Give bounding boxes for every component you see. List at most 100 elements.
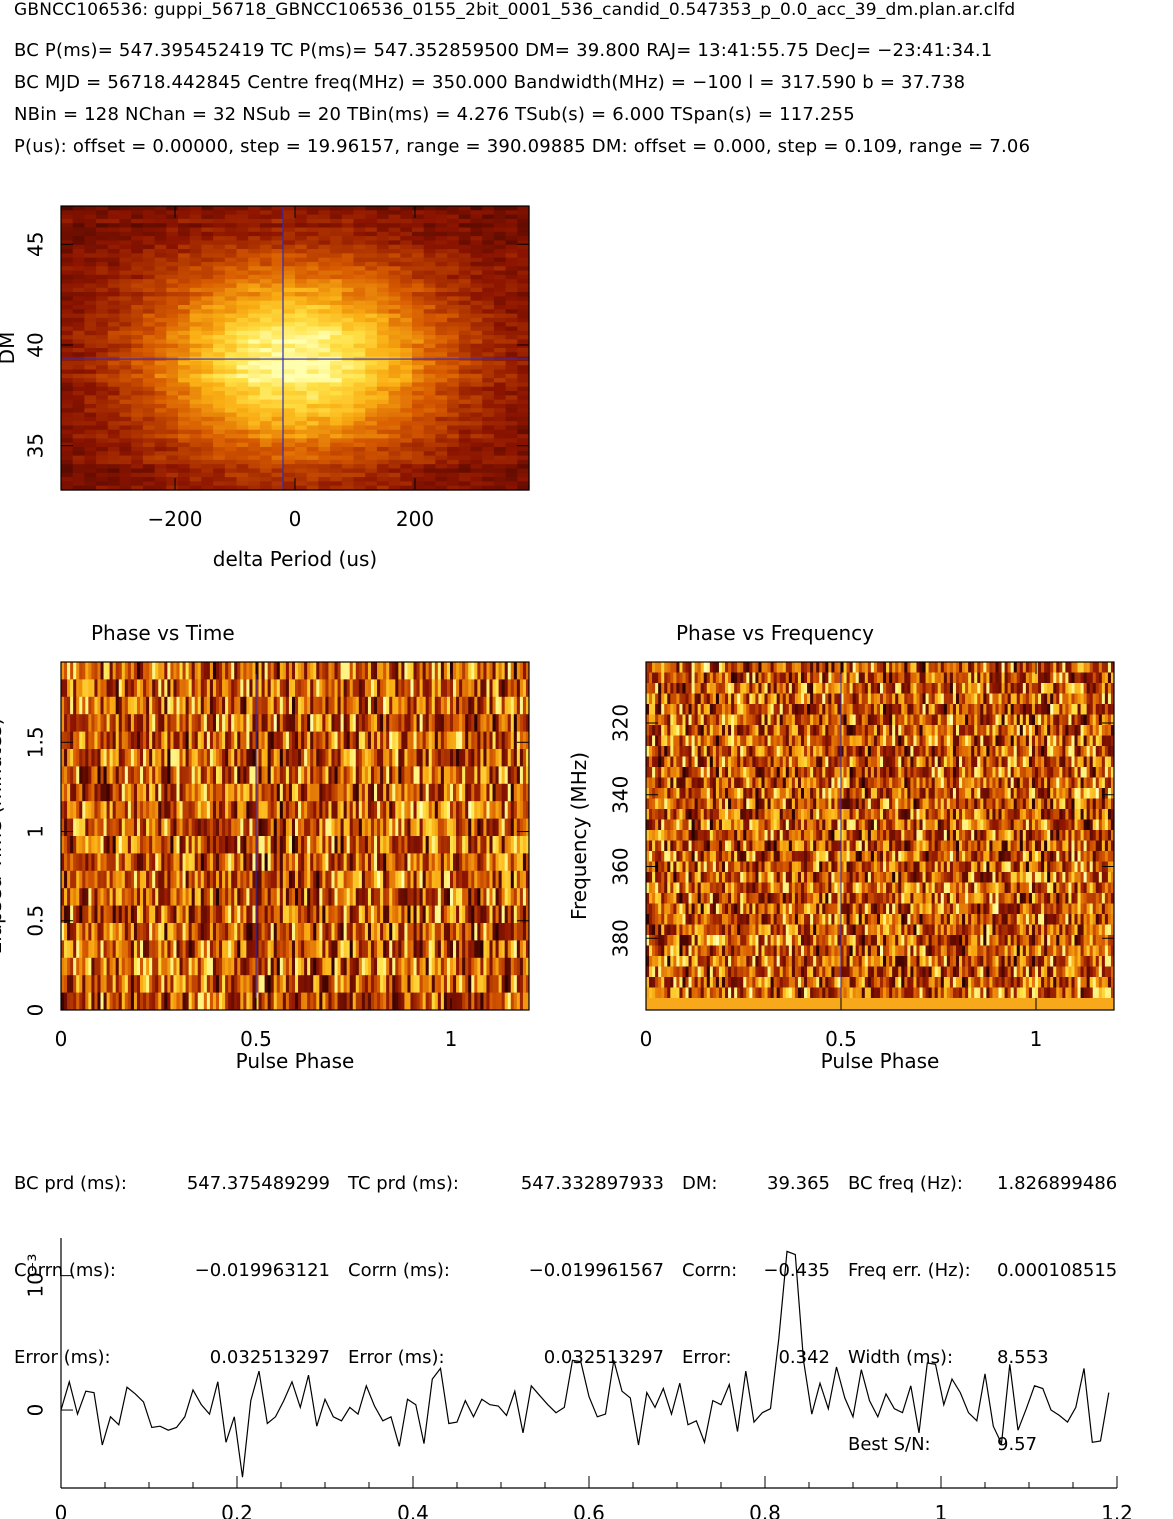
dm-period-cell [295,279,308,285]
phase-time-cell [215,783,220,802]
phase-time-cell [285,801,290,820]
phase-time-cell [255,662,260,680]
phase-time-cell [416,801,421,820]
phase-time-cell [416,749,421,767]
dm-period-cell [236,373,249,379]
dm-period-cell [259,468,273,474]
phase-time-cell [285,905,290,924]
dm-period-cell [458,485,472,491]
phase-time-cell [453,714,457,733]
phase-time-cell [398,818,402,837]
dm-period-cell [482,373,495,379]
phase-time-cell [243,888,247,907]
phase-time-cell [465,696,469,715]
phase-time-cell [185,731,190,750]
dm-period-cell [178,352,191,358]
dm-period-cell [119,369,132,375]
dm-period-cell [107,343,121,349]
dm-period-cell [412,373,425,379]
phase-time-cell [492,888,497,907]
dm-period-cell [178,429,191,435]
phase-time-cell [364,870,369,889]
dm-period-cell [236,266,249,272]
dm-period-cell [517,292,530,297]
dm-period-cell [248,296,261,302]
phase-time-cell [483,818,487,837]
phase-time-cell [140,836,144,854]
dm-period-cell [376,434,390,439]
phase-time-cell [246,818,250,837]
phase-time-cell [82,662,86,680]
phase-time-cell [231,662,235,680]
phase-time-cell [340,749,345,767]
dm-period-cell [388,382,401,388]
dm-period-cell [400,459,413,465]
dm-period-cell [330,477,343,482]
dm-period-cell [259,292,273,297]
phase-time-cell [67,749,71,767]
phase-time-cell [206,662,211,680]
dm-period-cell [412,464,425,470]
phase-time-cell [507,783,512,802]
dm-period-cell [318,395,331,401]
dm-period-cell [412,313,425,319]
dm-period-cell [447,455,460,461]
phase-time-cell [97,679,102,698]
dm-period-cell [400,279,413,285]
phase-time-cell [112,888,117,907]
phase-time-cell [264,853,269,872]
phase-time-cell [176,836,181,854]
dm-period-cell [189,287,202,293]
phase-time-cell [152,766,156,785]
phase-time-cell [100,714,105,733]
phase-time-cell [456,836,460,854]
dm-period-cell [306,386,319,392]
phase-time-cell [367,836,372,854]
phase-time-cell [188,905,193,924]
phase-time-cell [106,696,111,715]
phase-time-cell [112,853,117,872]
phase-time-cell [477,679,481,698]
phase-time-cell [525,731,530,750]
phase-time-cell [200,853,205,872]
phase-time-cell [200,714,205,733]
dm-period-cell [166,360,179,366]
dm-period-cell [142,468,156,474]
dm-period-cell [365,274,378,280]
phase-time-cell [483,662,487,680]
phase-time-cell [377,853,381,872]
phase-time-cell [167,662,171,680]
dm-period-cell [72,373,85,379]
dm-period-cell [248,249,261,254]
phase-time-cell [358,749,363,767]
dm-period-cell [493,322,507,328]
phase-time-cell [334,818,339,837]
phase-time-cell [222,662,226,680]
dm-period-cell [470,369,483,375]
dm-period-cell [201,292,214,297]
phase-time-cell [273,801,278,820]
phase-time-cell [446,696,451,715]
phase-time-cell [291,714,296,733]
dm-period-cell [306,296,319,302]
phase-time-cell [434,662,439,680]
dm-period-cell [131,386,144,392]
dm-period-cell [213,382,226,388]
dm-period-cell [470,378,483,384]
phase-time-cell [483,749,487,767]
dm-period-cell [96,391,109,396]
dm-period-cell [353,360,366,366]
dm-period-cell [400,472,413,478]
dm-period-cell [96,274,109,280]
phase-time-cell [364,888,369,907]
phase-time-cell [264,766,269,785]
phase-time-cell [273,731,278,750]
dm-period-cell [318,459,331,465]
phase-time-cell [519,731,524,750]
dm-period-cell [119,279,132,285]
dm-period-cell [423,403,436,409]
phase-time-cell [146,818,150,837]
phase-time-cell [212,888,217,907]
dm-period-cell [493,296,507,302]
phase-time-cell [449,783,454,802]
